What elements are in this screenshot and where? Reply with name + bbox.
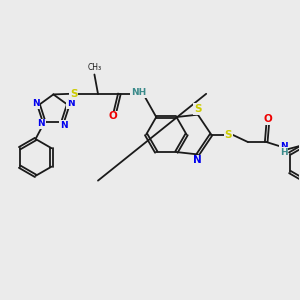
- Text: CH₃: CH₃: [87, 63, 101, 72]
- Text: H: H: [280, 148, 287, 157]
- Text: O: O: [263, 114, 272, 124]
- Text: N: N: [194, 155, 202, 165]
- Text: N: N: [32, 99, 40, 108]
- Text: O: O: [108, 111, 117, 122]
- Text: N: N: [38, 119, 45, 128]
- Text: NH: NH: [131, 88, 146, 97]
- Text: S: S: [70, 89, 77, 99]
- Text: S: S: [225, 130, 232, 140]
- Text: N: N: [67, 99, 74, 108]
- Text: S: S: [194, 104, 202, 114]
- Text: N: N: [280, 142, 287, 151]
- Text: N: N: [60, 121, 68, 130]
